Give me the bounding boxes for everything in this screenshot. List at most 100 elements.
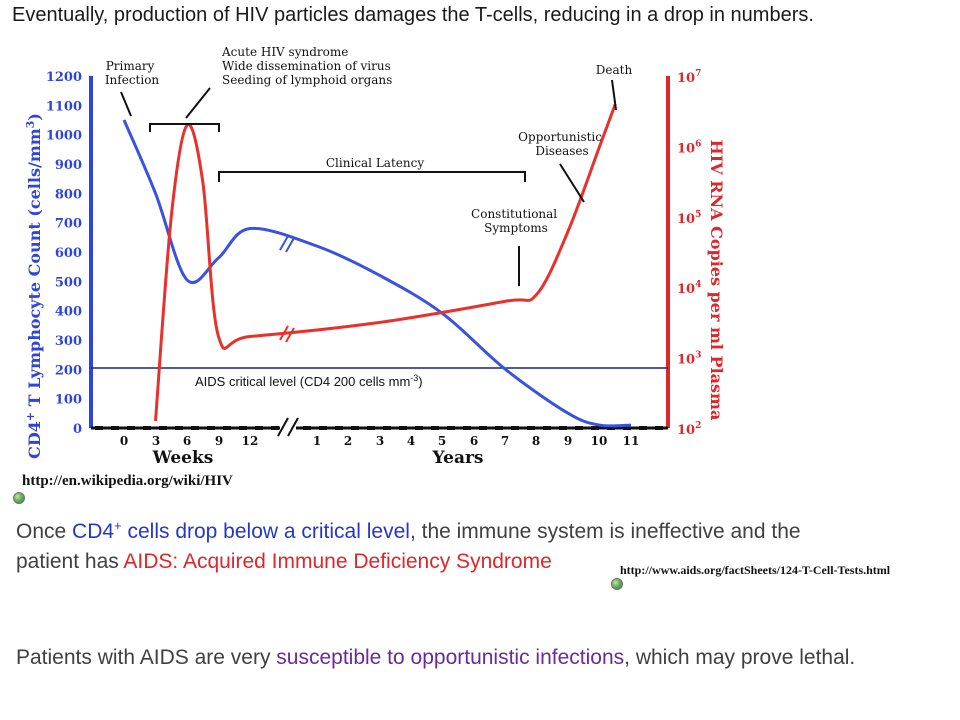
- y-left-tick-label: 800: [55, 187, 82, 202]
- y-left-tick-label: 100: [55, 393, 82, 408]
- x-axis-band-segment: [111, 426, 119, 430]
- curve-break-marks: [279, 235, 295, 343]
- x-axis-band-segment: [655, 426, 663, 430]
- x-axis-band-segment: [223, 426, 231, 430]
- y-right-tick-label: 106: [677, 139, 701, 156]
- x-axis-band-segment: [607, 426, 615, 430]
- source-link-wikipedia[interactable]: http://en.wikipedia.org/wiki/HIV: [22, 473, 233, 489]
- y-left-tick-label: 500: [55, 275, 82, 290]
- source-link-aids-org[interactable]: http://www.aids.org/factSheets/124-T-Cel…: [620, 563, 891, 577]
- globe-icon[interactable]: [611, 578, 623, 590]
- y-right-tick-label: 103: [677, 351, 701, 368]
- chart-svg: CD4+ T Lymphocyte Count (cells/mm3) HIV …: [24, 45, 726, 468]
- paragraph-aids-line-1: Once CD4+ cells drop below a critical le…: [16, 518, 801, 543]
- x-axis-band-segment: [575, 426, 583, 430]
- y-left-tick-label: 900: [55, 158, 82, 173]
- pointer-primary-infection: [120, 91, 132, 117]
- x-weeks-ticks: 0 3 6 9 12: [120, 434, 259, 448]
- x-years-tick-label: 7: [501, 434, 509, 448]
- pointer-opportunistic-diseases: [559, 163, 585, 203]
- y-left-tick-label: 1000: [46, 129, 82, 144]
- x-axis-band-segment: [127, 426, 135, 430]
- cd4-highlight: CD4+ cells drop below a critical level: [72, 518, 410, 543]
- x-weeks-label: Weeks: [152, 448, 214, 468]
- x-axis-band-segment: [255, 426, 263, 430]
- x-years-label: Years: [431, 448, 483, 468]
- y-left-tick-label: 700: [55, 217, 82, 232]
- x-axis-band-segment: [95, 426, 103, 430]
- x-axis-band-segment: [335, 426, 343, 430]
- y-left-tick-label: 600: [55, 246, 82, 261]
- y-left-tick-label: 1200: [46, 70, 82, 85]
- pointer-acute-syndrome: [185, 87, 211, 119]
- y-left-tick-label: 400: [55, 305, 82, 320]
- x-axis-band-segment: [207, 426, 215, 430]
- x-axis-band-segment: [319, 426, 327, 430]
- x-axis-band-segment: [383, 426, 391, 430]
- y-left-tick-label: 1100: [46, 99, 82, 114]
- x-years-tick-label: 10: [591, 434, 608, 448]
- x-years-tick-label: 8: [532, 434, 540, 448]
- x-weeks-tick-label: 6: [183, 434, 191, 448]
- x-years-tick-label: 2: [344, 434, 352, 448]
- y-left-axis-label: CD4+ T Lymphocyte Count (cells/mm3): [24, 113, 44, 459]
- x-axis-band-segment: [591, 426, 599, 430]
- x-axis-band-segment: [351, 426, 359, 430]
- x-weeks-tick-label: 0: [120, 434, 128, 448]
- aids-highlight: AIDS: Acquired Immune Deficiency Syndrom…: [123, 550, 552, 573]
- y-right-axis-label: HIV RNA Copies per ml Plasma: [707, 140, 726, 421]
- hiv-progression-chart: CD4+ T Lymphocyte Count (cells/mm3) HIV …: [0, 40, 760, 510]
- paragraph-aids-definition: Once CD4+ cells drop below a critical le…: [16, 517, 801, 577]
- y-left-tick-label: 300: [55, 334, 82, 349]
- paragraph-aids-line-2: patient has AIDS: Acquired Immune Defici…: [16, 550, 552, 573]
- x-axis-band-segment: [447, 426, 455, 430]
- x-axis-band-segment: [463, 426, 471, 430]
- annotation-death: Death: [596, 63, 633, 77]
- x-axis-band-segment: [511, 426, 519, 430]
- bracket-clinical-latency: [218, 171, 526, 182]
- x-axis-band-segment: [431, 426, 439, 430]
- hiv-rna-curve: [154, 103, 617, 422]
- x-axis-band-segment: [271, 426, 279, 430]
- x-axis-band-segment: [367, 426, 375, 430]
- x-weeks-tick-label: 3: [152, 434, 160, 448]
- annotation-acute-syndrome: Acute HIV syndrome Wide dissemination of…: [221, 45, 395, 87]
- globe-icon[interactable]: [13, 492, 25, 504]
- annotation-opportunistic-diseases: Opportunistic Diseases: [518, 130, 606, 158]
- x-axis-band: [95, 426, 663, 430]
- x-axis-band-segment: [559, 426, 567, 430]
- slide-heading: Eventually, production of HIV particles …: [12, 4, 814, 26]
- x-axis-break: [277, 417, 299, 437]
- x-weeks-tick-label: 9: [215, 434, 223, 448]
- paragraph-opportunistic: Patients with AIDS are very susceptible …: [16, 646, 856, 669]
- x-axis-band-segment: [239, 426, 247, 430]
- annotation-clinical-latency: Clinical Latency: [326, 156, 424, 170]
- y-left-tick-label: 0: [73, 422, 82, 437]
- x-axis-band-segment: [399, 426, 407, 430]
- y-left-tick-label: 200: [55, 363, 82, 378]
- x-axis-band-segment: [191, 426, 199, 430]
- y-right-tick-label: 104: [677, 280, 701, 297]
- aids-critical-level-label: AIDS critical level (CD4 200 cells mm-3): [195, 373, 423, 389]
- x-axis-band-segment: [303, 426, 311, 430]
- x-axis-band-segment: [527, 426, 535, 430]
- pointer-death: [611, 79, 617, 111]
- annotation-primary-infection: Primary Infection: [105, 59, 160, 87]
- x-axis-band-segment: [543, 426, 551, 430]
- x-years-tick-label: 4: [407, 434, 415, 448]
- y-right-tick-label: 105: [677, 210, 701, 227]
- x-weeks-tick-label: 12: [242, 434, 259, 448]
- x-axis-band-segment: [479, 426, 487, 430]
- x-years-tick-label: 5: [438, 434, 446, 448]
- x-years-tick-label: 6: [470, 434, 478, 448]
- x-axis-band-segment: [175, 426, 183, 430]
- annotation-constitutional-symptoms: Constitutional Symptoms: [471, 207, 561, 235]
- x-axis-band-segment: [143, 426, 151, 430]
- cd4-count-curve: [122, 119, 632, 428]
- x-years-tick-label: 11: [623, 434, 640, 448]
- x-years-tick-label: 3: [376, 434, 384, 448]
- y-right-ticks: 107 106 105 104 103 102: [677, 69, 701, 438]
- x-axis-band-segment: [623, 426, 631, 430]
- bracket-acute-phase: [149, 123, 220, 132]
- x-axis-band-segment: [639, 426, 647, 430]
